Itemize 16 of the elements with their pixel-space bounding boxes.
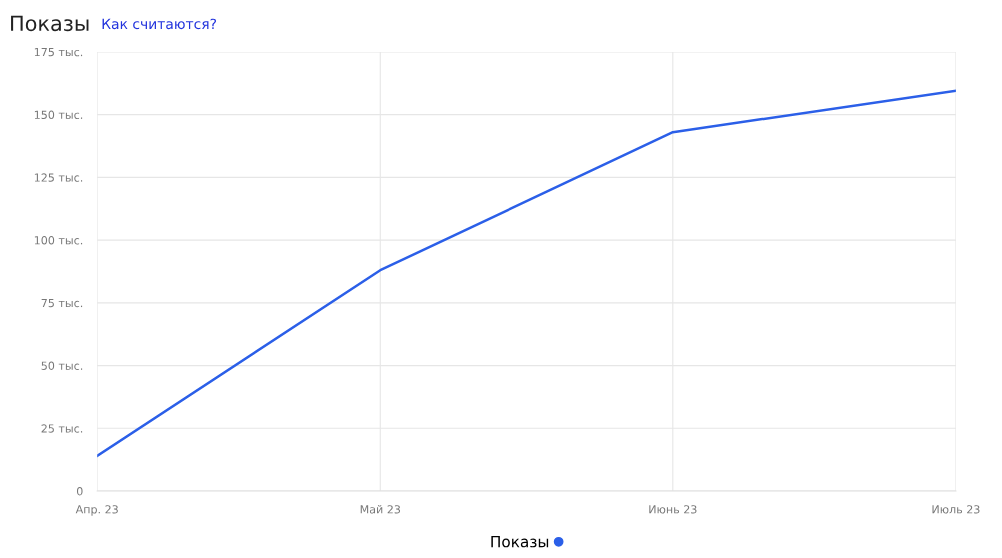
line-series — [97, 89, 956, 458]
y-tick-label: 0 — [76, 487, 83, 496]
y-tick-label: 175 тыс. — [34, 48, 83, 57]
x-tick-label: Июль 23 — [932, 505, 980, 514]
legend-label: Показы — [491, 536, 549, 548]
chart-subtitle: Как считаются? — [102, 18, 217, 30]
y-tick-label: 125 тыс. — [34, 173, 83, 182]
y-tick-label: 75 тыс. — [41, 298, 83, 308]
y-tick-label: 100 тыс. — [34, 236, 83, 245]
x-tick-label: Апр. 23 — [75, 505, 118, 516]
y-tick-label: 25 тыс. — [41, 424, 83, 433]
y-tick-label: 150 тыс. — [34, 110, 83, 120]
x-tick-label: Июнь 23 — [649, 505, 697, 514]
y-tick-label: 50 тыс. — [41, 361, 83, 370]
x-tick-label: Май 23 — [360, 504, 401, 514]
chart-title: Показы — [11, 15, 89, 32]
